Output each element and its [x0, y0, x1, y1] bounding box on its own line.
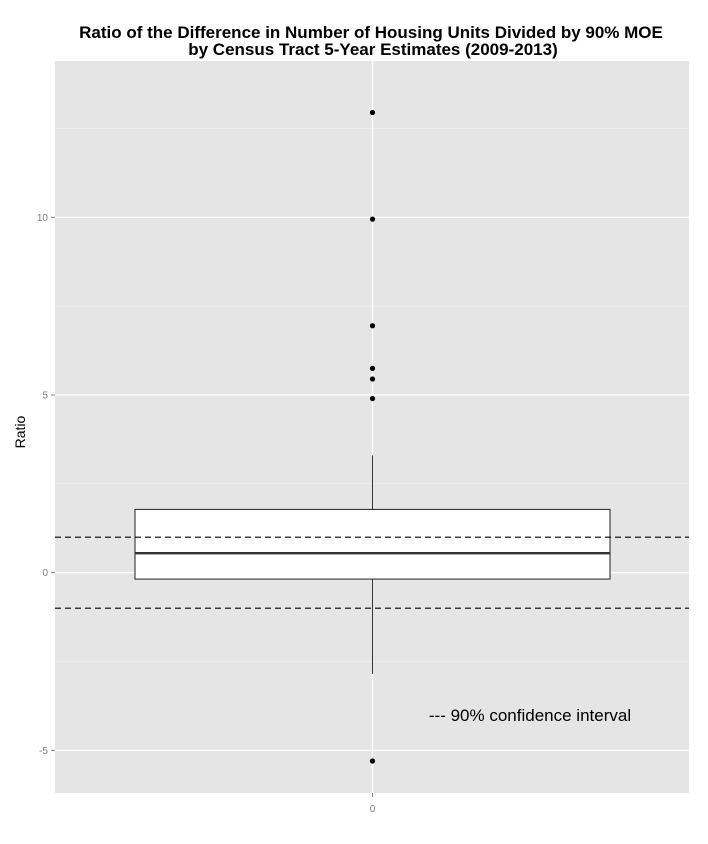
box-iqr [134, 508, 611, 580]
y-axis-label: Ratio [12, 415, 28, 448]
outlier-point [369, 109, 376, 116]
y-tick-label: -5 [39, 746, 48, 757]
outlier-point [369, 395, 376, 402]
y-tick-label: 5 [42, 391, 48, 402]
y-tick-label: 10 [37, 213, 49, 224]
chart-title-line-1: Ratio of the Difference in Number of Hou… [79, 23, 663, 42]
y-tick-label: 0 [42, 568, 48, 579]
outlier-point [369, 758, 376, 764]
plot-panel [55, 61, 689, 793]
outlier-point [369, 216, 376, 222]
chart-title-line-2: by Census Tract 5-Year Estimates (2009-2… [188, 40, 557, 59]
x-tick-label: 0 [370, 804, 376, 815]
outlier-point [369, 323, 376, 329]
outlier-point [369, 365, 376, 371]
confidence-interval-annotation: --- 90% confidence interval [429, 706, 631, 725]
outlier-point [369, 376, 376, 382]
